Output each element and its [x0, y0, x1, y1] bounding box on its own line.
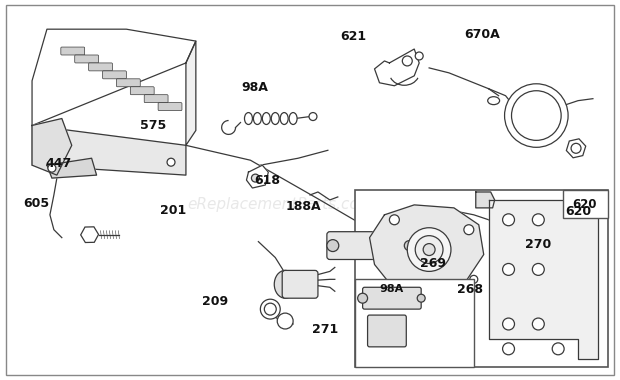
Circle shape [386, 280, 393, 288]
Circle shape [464, 225, 474, 235]
Text: 670A: 670A [464, 28, 500, 41]
Polygon shape [476, 192, 495, 208]
Circle shape [470, 276, 478, 283]
FancyBboxPatch shape [144, 95, 168, 103]
Circle shape [327, 240, 339, 252]
Polygon shape [247, 165, 268, 188]
Ellipse shape [262, 112, 270, 125]
Polygon shape [32, 125, 186, 175]
Text: 271: 271 [312, 323, 339, 336]
FancyBboxPatch shape [102, 71, 126, 79]
Circle shape [415, 236, 443, 263]
Ellipse shape [244, 112, 252, 125]
Circle shape [417, 294, 425, 302]
Text: 270: 270 [525, 238, 551, 251]
FancyBboxPatch shape [61, 47, 85, 55]
Circle shape [533, 214, 544, 226]
FancyBboxPatch shape [282, 271, 318, 298]
Text: 575: 575 [140, 119, 166, 132]
Circle shape [503, 263, 515, 276]
Circle shape [358, 293, 368, 303]
Polygon shape [47, 158, 97, 178]
Circle shape [415, 52, 423, 60]
Text: 447: 447 [46, 157, 72, 170]
Polygon shape [32, 29, 196, 125]
Polygon shape [186, 41, 196, 145]
Text: 620: 620 [565, 205, 591, 218]
Circle shape [533, 263, 544, 276]
Circle shape [260, 299, 280, 319]
Circle shape [407, 228, 451, 271]
Ellipse shape [272, 112, 279, 125]
Text: 268: 268 [457, 283, 483, 296]
Text: 98A: 98A [379, 284, 404, 294]
Text: eReplacementParts.com: eReplacementParts.com [187, 197, 373, 212]
FancyBboxPatch shape [75, 55, 99, 63]
Ellipse shape [488, 97, 500, 104]
Polygon shape [32, 119, 72, 175]
Text: 620: 620 [573, 198, 597, 211]
FancyBboxPatch shape [327, 232, 412, 260]
Polygon shape [374, 49, 419, 86]
Circle shape [402, 56, 412, 66]
Circle shape [404, 241, 414, 250]
Circle shape [503, 318, 515, 330]
Circle shape [505, 84, 568, 147]
Ellipse shape [254, 112, 262, 125]
FancyBboxPatch shape [89, 63, 112, 71]
Text: 269: 269 [420, 257, 446, 270]
Circle shape [423, 244, 435, 255]
Circle shape [252, 174, 259, 182]
Circle shape [389, 215, 399, 225]
Text: 605: 605 [23, 197, 49, 210]
Text: 188A: 188A [286, 201, 322, 214]
Text: 98A: 98A [242, 81, 268, 94]
Bar [355, 190, 608, 367]
Circle shape [552, 343, 564, 355]
Circle shape [503, 343, 515, 355]
FancyBboxPatch shape [130, 87, 154, 95]
Ellipse shape [289, 112, 297, 125]
FancyBboxPatch shape [158, 103, 182, 111]
Circle shape [264, 303, 277, 315]
Circle shape [167, 158, 175, 166]
Polygon shape [370, 205, 484, 299]
Circle shape [277, 313, 293, 329]
Ellipse shape [280, 112, 288, 125]
Circle shape [48, 164, 56, 172]
Text: 201: 201 [160, 204, 187, 217]
Circle shape [437, 240, 445, 248]
Circle shape [571, 143, 581, 153]
Bar [563, 190, 608, 218]
FancyBboxPatch shape [363, 287, 421, 309]
FancyBboxPatch shape [368, 315, 406, 347]
Ellipse shape [274, 271, 296, 298]
Text: 209: 209 [202, 295, 228, 308]
Circle shape [309, 112, 317, 120]
FancyBboxPatch shape [117, 79, 140, 87]
Circle shape [512, 91, 561, 140]
Text: 618: 618 [254, 174, 280, 187]
Bar [355, 279, 474, 367]
Circle shape [503, 214, 515, 226]
Polygon shape [489, 200, 598, 359]
Text: 621: 621 [340, 30, 366, 43]
Circle shape [533, 318, 544, 330]
